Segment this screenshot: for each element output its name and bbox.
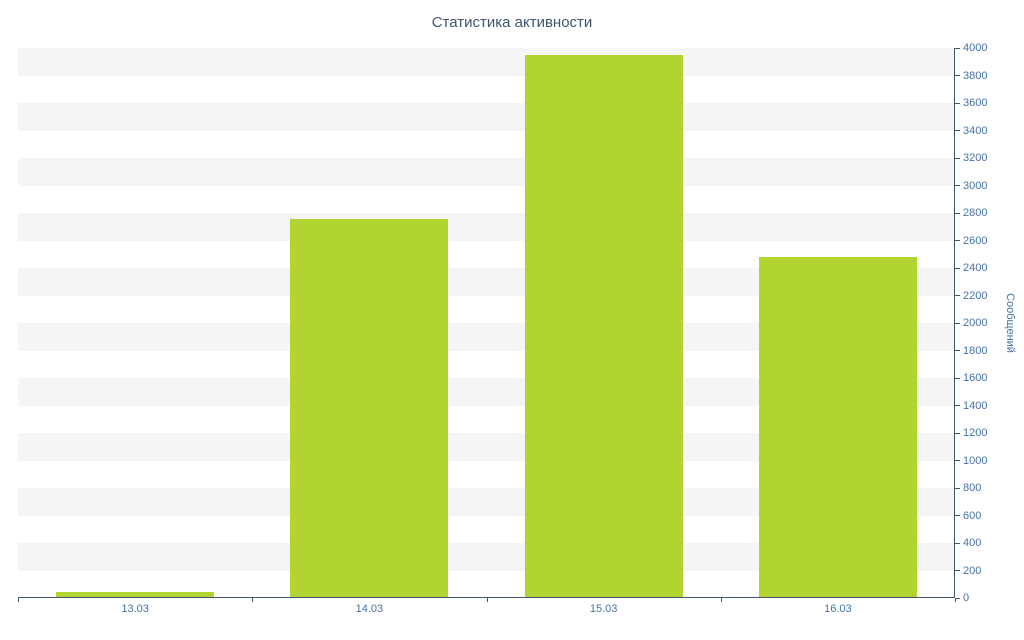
y-axis-tick [955, 267, 960, 269]
y-tick-label: 3200 [963, 152, 988, 164]
plot-band [18, 103, 954, 131]
y-axis-tick [955, 130, 960, 131]
x-tick-label: 16.03 [824, 603, 852, 615]
y-tick-label: 2400 [963, 262, 988, 274]
y-tick-label: 3800 [963, 69, 988, 82]
y-tick-label: 4000 [963, 42, 988, 54]
y-axis-tick [955, 487, 960, 489]
y-axis-tick [955, 460, 960, 461]
x-tick-label: 15.03 [589, 603, 618, 615]
y-tick-label: 600 [963, 509, 982, 522]
plot-band [18, 185, 954, 213]
plot-band [18, 130, 954, 158]
plot-band [18, 158, 954, 186]
bar-15.03[interactable] [524, 55, 683, 597]
y-axis-tick [955, 377, 960, 379]
y-tick-label: 1400 [963, 399, 988, 412]
y-tick-label: 1600 [963, 372, 988, 384]
y-axis-tick [955, 295, 960, 296]
y-axis-title: Сообщений [1004, 293, 1016, 353]
y-tick-label: 2200 [963, 289, 988, 302]
x-tick-label: 14.03 [355, 603, 384, 615]
y-axis-tick [955, 185, 960, 186]
x-axis-tick [486, 598, 488, 602]
x-axis-tick [252, 598, 254, 602]
y-axis-tick [955, 515, 960, 516]
plot-band [18, 48, 954, 76]
y-tick-label: 800 [963, 482, 982, 494]
y-axis-tick [955, 432, 960, 434]
y-axis-tick [955, 597, 960, 599]
y-tick-label: 1000 [963, 454, 988, 467]
y-axis-tick [955, 322, 960, 324]
x-tick-label: 13.03 [121, 603, 149, 615]
plot-band [18, 75, 954, 103]
y-axis-tick [955, 75, 960, 76]
y-tick-label: 3400 [963, 124, 988, 137]
y-axis-tick [955, 47, 960, 49]
y-axis-tick [955, 350, 960, 351]
y-axis-tick [955, 570, 960, 571]
y-tick-label: 400 [963, 537, 982, 549]
y-axis-tick [955, 102, 960, 104]
bar-13.03[interactable] [56, 591, 215, 597]
y-tick-label: 3000 [963, 179, 988, 192]
plot-area [18, 48, 955, 598]
x-axis-tick [18, 598, 19, 602]
y-tick-label: 1800 [963, 344, 988, 357]
y-axis-tick [955, 240, 960, 241]
x-axis-tick [720, 598, 722, 602]
bar-14.03[interactable] [290, 218, 449, 597]
y-axis-tick [955, 542, 960, 544]
y-axis-tick [955, 405, 960, 406]
plot-band [18, 213, 954, 241]
y-tick-label: 2000 [963, 317, 988, 329]
y-tick-label: 200 [963, 564, 982, 577]
y-tick-label: 1200 [963, 427, 988, 439]
y-tick-label: 3600 [963, 97, 988, 109]
x-axis-tick [955, 598, 956, 602]
y-tick-label: 0 [963, 592, 970, 604]
y-axis-tick [955, 212, 960, 214]
y-axis-tick [955, 157, 960, 159]
bar-16.03[interactable] [758, 257, 917, 597]
chart-title: Статистика активности [431, 14, 593, 31]
y-tick-label: 2600 [963, 234, 988, 247]
y-tick-label: 2800 [963, 207, 988, 219]
